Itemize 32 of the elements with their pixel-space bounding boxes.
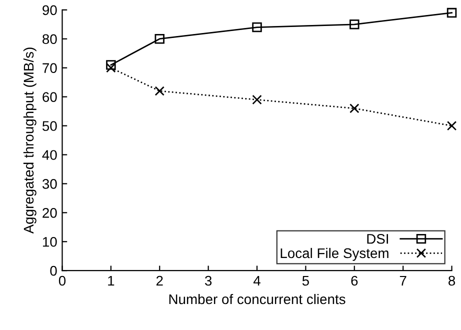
point xyxy=(154,86,164,96)
point xyxy=(154,34,164,44)
y-tick-label: 10 xyxy=(42,236,57,247)
legend-label: Local File System xyxy=(280,248,388,261)
x-tick-label: 5 xyxy=(302,276,309,286)
y-tick-label: 30 xyxy=(42,179,57,189)
y-tick-label: 90 xyxy=(42,5,57,16)
x-tick-label: 0 xyxy=(58,276,66,286)
y-tick-label: 70 xyxy=(42,63,57,74)
point xyxy=(252,22,262,32)
point xyxy=(252,94,262,105)
legend-label: DSI xyxy=(367,234,388,244)
point xyxy=(446,8,457,18)
point xyxy=(446,120,457,131)
x-tick-label: 3 xyxy=(204,276,212,286)
y-tick-label: 0 xyxy=(50,266,57,276)
y-tick-label: 60 xyxy=(42,92,57,102)
y-tick-label: 80 xyxy=(42,34,57,44)
y-tick-label: 20 xyxy=(42,208,57,218)
point xyxy=(106,60,116,70)
point xyxy=(350,104,360,114)
point xyxy=(350,20,360,30)
x-tick-label: 6 xyxy=(351,276,358,286)
x-tick-label: 8 xyxy=(448,276,456,286)
x-tick-label: 2 xyxy=(156,276,163,286)
x-axis-title: Number of concurrent clients xyxy=(169,294,346,304)
y-tick-label: 50 xyxy=(42,121,57,131)
x-tick-label: 7 xyxy=(400,276,406,286)
y-axis-title: Aggregated throughput (MB/s) xyxy=(23,48,36,234)
y-tick-label: 40 xyxy=(42,150,57,160)
x-tick-label: 4 xyxy=(253,276,260,286)
x-tick-label: 1 xyxy=(108,276,114,286)
